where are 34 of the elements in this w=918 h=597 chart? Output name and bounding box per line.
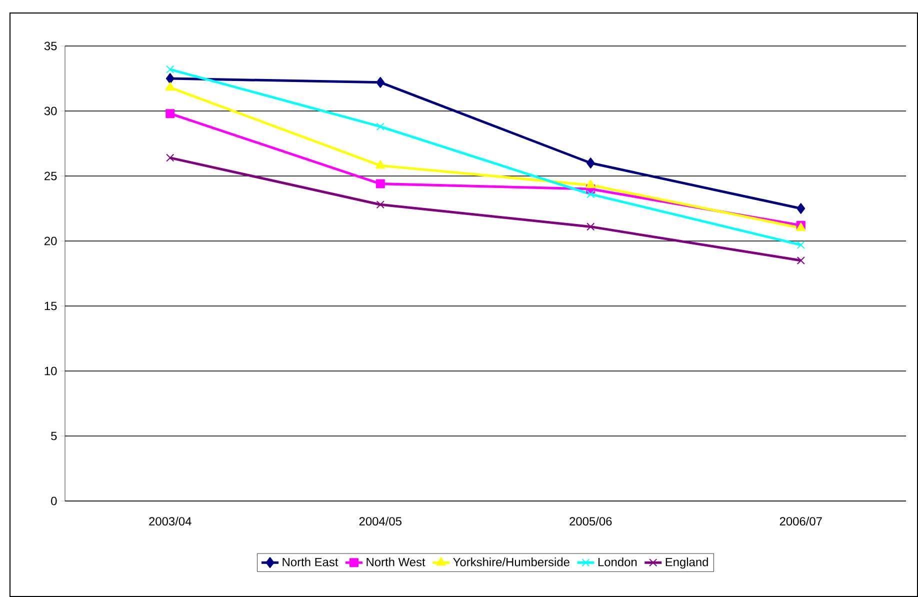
y-tick-label: 15 (44, 302, 57, 310)
point (376, 200, 384, 209)
point (376, 160, 386, 169)
y-tick-label: 0 (51, 496, 57, 506)
point (586, 180, 596, 188)
point (166, 154, 174, 162)
point (166, 72, 174, 84)
point (166, 65, 174, 74)
point (165, 82, 175, 91)
legend-label: London (598, 558, 637, 566)
x-tick-label: 2003/04 (149, 516, 192, 526)
point (586, 157, 595, 168)
point (796, 240, 805, 249)
legend-label: North West (366, 558, 426, 566)
point (376, 179, 385, 188)
y-tick-label: 35 (44, 42, 57, 50)
legend-label: England (666, 558, 708, 569)
x-tick-label: 2005/06 (570, 516, 612, 526)
legend-label: North East (282, 558, 338, 566)
y-tick-label: 5 (51, 432, 57, 440)
point (376, 122, 384, 131)
point (586, 190, 595, 198)
y-tick-label: 30 (44, 106, 57, 116)
x-tick-label: 2004/05 (359, 516, 402, 526)
y-tick-label: 25 (44, 172, 57, 180)
point (586, 222, 595, 231)
point (376, 76, 385, 88)
point (796, 256, 805, 265)
legend-label: Yorkshire/Humberside (453, 558, 570, 566)
x-tick-label: 2006/07 (780, 516, 822, 526)
point (166, 109, 175, 118)
point (796, 202, 806, 214)
y-tick-label: 10 (44, 366, 57, 376)
y-tick-label: 20 (44, 236, 57, 246)
